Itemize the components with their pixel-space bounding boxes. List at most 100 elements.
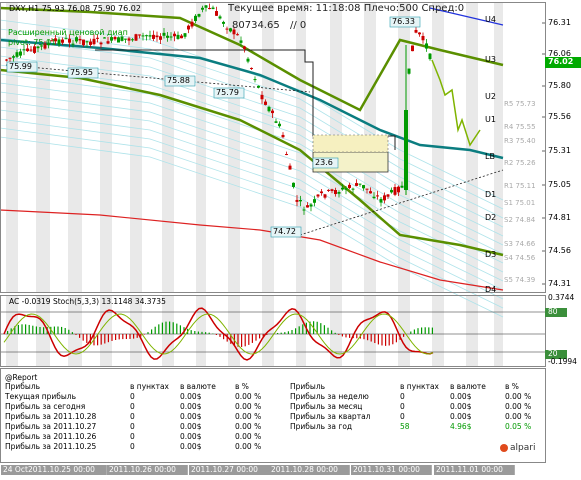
session-band	[296, 296, 306, 366]
report-row: Текущая прибыль 0 0.00$ 0.00 %	[0, 392, 540, 401]
candle-body	[8, 57, 12, 59]
trendline	[5, 64, 311, 93]
candle-body	[285, 154, 288, 156]
callout-label: 74.72	[273, 227, 296, 236]
report-row: Прибыль за 2011.10.26 0 0.00$ 0.00 %	[0, 432, 540, 441]
report-cell: 0	[130, 422, 135, 431]
time-label-bg	[189, 465, 270, 475]
callout-label: 75.95	[70, 68, 93, 77]
candle-body	[309, 204, 313, 207]
projection-zigzag	[431, 59, 481, 147]
candle-body	[141, 35, 145, 37]
time-axis-label: 2011.10.31 00:00	[353, 465, 420, 474]
candle-body	[54, 38, 57, 42]
report-frame	[0, 368, 546, 463]
candle-body	[299, 200, 302, 202]
candle-body	[365, 188, 369, 190]
report-row: Прибыль за 2011.10.28 0 0.00$ 0.00 %	[0, 412, 540, 421]
candle-body	[173, 33, 176, 37]
time-label-bg	[26, 465, 107, 475]
candle-body	[106, 41, 110, 44]
report-cell: в валюте	[450, 382, 486, 391]
candle-body	[85, 41, 89, 43]
report-cell: 0.00 %	[235, 392, 262, 401]
candle-body	[96, 37, 99, 39]
report-cell: Прибыль за год	[290, 422, 353, 431]
candle-body	[393, 187, 397, 195]
level-label: U2	[485, 92, 496, 101]
report-row: Прибыль за 2011.10.25 0 0.00$ 0.00 %	[0, 442, 540, 451]
candle-body	[64, 38, 68, 40]
candle-body	[131, 39, 134, 41]
osc-axis-label: -0.1994	[548, 357, 577, 366]
price-axis-label: 76.06	[548, 49, 571, 58]
candle-body	[71, 43, 75, 45]
candle-body	[232, 29, 236, 35]
report-cell: 0.00$	[180, 402, 202, 411]
brand-label: alpari	[500, 443, 535, 453]
report-cell: 0	[130, 432, 135, 441]
candle-body	[26, 48, 29, 52]
candlesticks	[5, 3, 432, 215]
session-band	[296, 3, 306, 292]
candle-body	[12, 56, 15, 58]
level-label: U4	[485, 15, 496, 24]
fan-line	[0, 73, 504, 255]
level-label: D2	[485, 213, 497, 222]
report-cell: Прибыль за месяц	[290, 402, 363, 411]
pivot-level-label: R5 75.73	[504, 100, 536, 108]
pivot-level-label: R3 75.40	[504, 137, 536, 145]
candle-body	[68, 38, 71, 43]
candle-body	[236, 34, 239, 36]
report-cell: Прибыль за сегодня	[5, 402, 86, 411]
report-row: Прибыль за неделю 0 0.00$ 0.00 %	[0, 392, 540, 401]
report-cell: 0.00 %	[235, 432, 262, 441]
price-axis-label: 75.31	[548, 146, 571, 155]
time-label-bg	[107, 465, 188, 475]
level-label: U3	[485, 55, 496, 64]
main-frame	[0, 2, 546, 293]
callout-box	[312, 157, 339, 169]
candle-body	[5, 59, 8, 61]
candle-body	[337, 192, 341, 194]
candle-body	[134, 34, 138, 41]
fan-line	[0, 109, 504, 291]
pivot-level-label: S5 74.39	[504, 276, 536, 284]
candle-body	[82, 39, 85, 46]
callout-box	[6, 61, 38, 73]
candle-body	[176, 34, 180, 39]
candle-body	[127, 38, 131, 41]
candle-body	[204, 5, 208, 8]
callout-label: 75.99	[9, 62, 32, 71]
fan-line	[0, 91, 504, 273]
candle-body	[57, 39, 61, 45]
session-band	[364, 296, 376, 366]
session-band	[196, 296, 206, 366]
report-cell: в пунктах	[130, 382, 169, 391]
time-label-bg	[351, 465, 432, 475]
candle-body	[355, 183, 358, 186]
oscillator-title: AC -0.0319 Stoch(5,3,3) 13.1148 34.3735	[9, 297, 166, 306]
report-row: Прибыль за квартал 0 0.00$ 0.00 %	[0, 412, 540, 421]
report-cell: 4.96$	[450, 422, 472, 431]
candle-body	[120, 36, 124, 41]
value-label: 80734.65	[232, 20, 280, 31]
candle-body	[194, 15, 197, 22]
price-axis-label: 75.56	[548, 112, 571, 121]
fan-line	[0, 28, 504, 210]
candle-body	[211, 7, 215, 10]
session-band	[432, 296, 444, 366]
time-label-bg	[434, 465, 515, 475]
symbol-header: DXY,H1 75.93 76.08 75.90 76.02	[9, 4, 141, 13]
candle-body	[344, 188, 348, 190]
candle-body	[323, 194, 327, 198]
alpari-logo-icon	[500, 443, 508, 452]
report-cell: 0	[130, 402, 135, 411]
callout-box	[67, 67, 99, 79]
price-axis-label: 74.56	[548, 246, 571, 255]
pivot-step	[95, 49, 396, 150]
candle-body	[229, 28, 232, 32]
callout-label: 75.88	[167, 76, 190, 85]
candle-body	[243, 46, 246, 49]
